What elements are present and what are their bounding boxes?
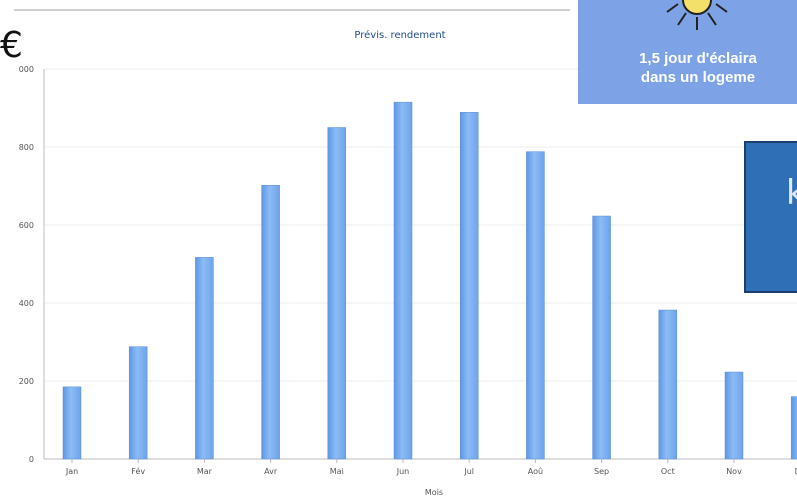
x-tick-label: Mai — [330, 467, 344, 476]
chart-bars — [62, 101, 797, 460]
bar-aoû — [526, 151, 545, 460]
info-box: k — [744, 141, 797, 293]
bar-fév — [128, 346, 148, 460]
y-tick-label: 600 — [19, 221, 34, 230]
bar-jun — [393, 101, 413, 460]
top-divider — [14, 9, 570, 11]
chart-tick-labels: 0 200 400 600 800 000 Jan Fév Mar Avr Mai Jun Jul Aoû… — [19, 65, 797, 476]
y-tick-label: 000 — [19, 65, 34, 74]
y-tick-label: 0 — [29, 455, 34, 464]
bar-mar — [195, 257, 214, 460]
promo-text-line-1: 1,5 jour d'éclaira — [639, 50, 757, 67]
y-tick-label: 800 — [19, 143, 34, 152]
x-tick-label: Fév — [131, 466, 145, 476]
bar-jan — [62, 386, 82, 460]
info-box-text: k — [786, 173, 797, 213]
bar-nov — [724, 371, 744, 460]
bar-sep — [592, 215, 611, 460]
x-tick-label: Sep — [594, 467, 609, 476]
sun-icon — [666, 0, 728, 30]
x-tick-label: Jul — [463, 467, 474, 476]
x-tick-label: Jan — [65, 467, 78, 476]
promo-text-line-2: dans un logeme — [640, 69, 756, 86]
currency-symbol: € — [0, 25, 23, 66]
bar-mai — [327, 127, 347, 460]
chart-title: Prévis. rendement — [354, 29, 445, 41]
bar-avr — [261, 184, 280, 460]
x-axis-label: Mois — [425, 488, 443, 497]
y-tick-label: 400 — [19, 299, 34, 308]
x-tick-label: Mar — [197, 467, 213, 476]
x-tick-label: Jun — [396, 467, 410, 476]
bar-oct — [658, 309, 678, 460]
x-tick-label: Aoû — [528, 467, 543, 476]
chart-axes — [43, 69, 797, 463]
y-tick-label: 200 — [19, 377, 34, 386]
chart-gridlines — [44, 68, 797, 382]
x-tick-label: Avr — [264, 467, 278, 476]
x-tick-label: Dé — [795, 466, 797, 476]
promo-banner: 1,5 jour d'éclaira dans un logeme — [578, 0, 797, 104]
x-tick-label: Oct — [661, 467, 675, 476]
bar-jul — [459, 112, 479, 460]
x-tick-label: Nov — [726, 467, 742, 476]
bar-dé — [790, 396, 797, 460]
